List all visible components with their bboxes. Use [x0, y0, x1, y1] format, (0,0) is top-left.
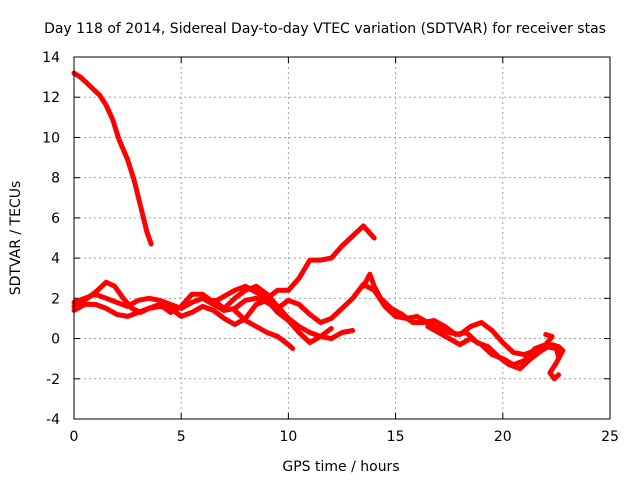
plot-frame — [73, 56, 611, 420]
y-tick-label: -2 — [46, 372, 60, 388]
x-tick-label: 5 — [177, 429, 186, 445]
y-tick-label: 10 — [42, 130, 60, 146]
series-layer — [71, 70, 566, 382]
x-tick-labels: 0 5 10 15 20 25 — [70, 429, 619, 445]
y-tick-label: -4 — [46, 412, 60, 428]
chart-title: Day 118 of 2014, Sidereal Day-to-day VTE… — [44, 21, 606, 37]
series-track-2 — [71, 223, 377, 315]
y-tick-label: 2 — [51, 291, 60, 307]
y-tick-label: 0 — [51, 332, 60, 348]
series-track-8 — [425, 324, 555, 368]
x-tick-label: 15 — [387, 429, 405, 445]
y-tick-label: 14 — [42, 50, 60, 66]
y-tick-label: 4 — [51, 251, 60, 267]
series-track-1 — [71, 70, 154, 247]
y-tick-label: 12 — [42, 90, 60, 106]
y-axis-label: SDTVAR / TECUs — [8, 181, 24, 296]
series-track-4 — [71, 297, 356, 346]
y-tick-label: 8 — [51, 171, 60, 187]
series-track-3 — [71, 281, 561, 360]
x-tick-label: 10 — [279, 429, 297, 445]
x-tick-label: 20 — [494, 429, 512, 445]
series-track-5 — [210, 283, 334, 339]
x-axis-label: GPS time / hours — [282, 459, 399, 475]
x-tick-label: 0 — [70, 429, 79, 445]
series-track-7 — [360, 271, 566, 382]
series-track-6 — [232, 307, 296, 352]
y-tick-labels: -4 -2 0 2 4 6 8 10 12 14 — [42, 50, 60, 428]
grid — [74, 57, 610, 419]
ticks — [73, 56, 611, 420]
y-tick-label: 6 — [51, 211, 60, 227]
x-tick-label: 25 — [601, 429, 619, 445]
